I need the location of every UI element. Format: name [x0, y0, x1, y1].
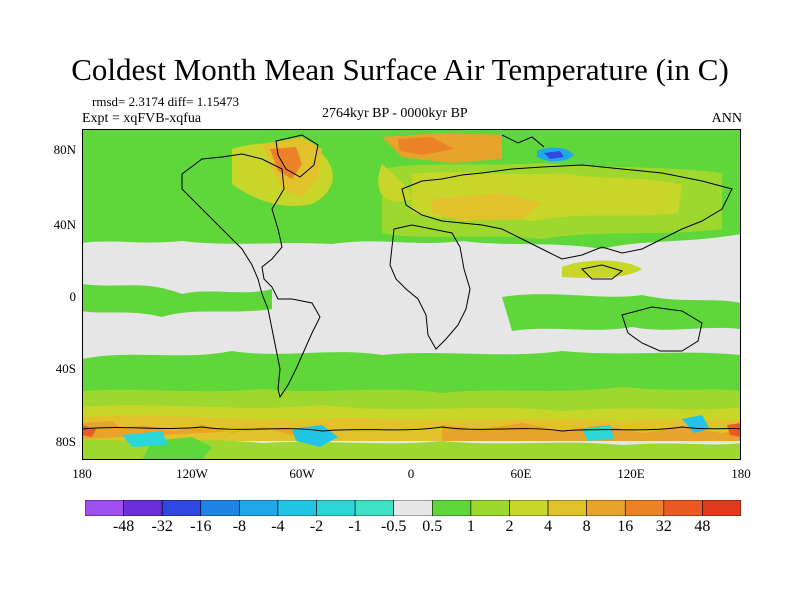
colorbar-tick-label: 1 — [466, 518, 475, 535]
colorbar-tick-label: -2 — [309, 518, 324, 535]
lon-label-0: 0 — [407, 466, 415, 481]
colorbar-tick-label: -32 — [151, 518, 173, 535]
map-region-cold-spot-east-antarctica — [582, 425, 614, 441]
greenland-coastline — [275, 134, 319, 178]
colorbar-swatch — [277, 500, 317, 516]
colorbar-swatch — [316, 500, 356, 516]
colorbar-tick-label: 32 — [655, 518, 672, 535]
lon-label-60w: 60W — [289, 466, 315, 481]
colorbar-tick-label: 8 — [582, 518, 591, 535]
indonesia-coastline — [580, 264, 624, 280]
lat-label-40n: 40N — [53, 217, 76, 232]
map-frame — [82, 129, 741, 460]
lon-label-180e: 180 — [731, 466, 751, 481]
period-label: 2764kyr BP - 0000kyr BP — [322, 106, 468, 121]
colorbar-swatch — [663, 500, 703, 516]
eurasia-coastline — [401, 164, 733, 260]
plot-title: Coldest Month Mean Surface Air Temperatu… — [71, 52, 729, 87]
map-region-antarctica-interior — [82, 439, 741, 460]
colorbar-swatch — [470, 500, 510, 516]
colorbar-swatch — [624, 500, 665, 516]
colorbar-swatch — [123, 500, 163, 516]
coastlines — [82, 134, 741, 432]
colorbar-swatch — [393, 500, 433, 516]
colorbar-swatch — [161, 500, 202, 516]
colorbar-swatch — [239, 500, 279, 516]
colorbar-tick-label: -1 — [348, 518, 362, 535]
colorbar — [85, 500, 741, 516]
map-region-cold-spot-amundsen — [122, 431, 168, 447]
americas-coastline — [181, 153, 321, 399]
antarctica-coastline — [82, 426, 741, 432]
experiment-label: Expt = xqFVB-xqfua — [82, 111, 202, 126]
australia-coastline — [621, 306, 703, 352]
colorbar-tick-label: 48 — [694, 518, 711, 535]
map-region-arctic-darkorange — [398, 137, 454, 155]
africa-coastline — [389, 224, 471, 350]
colorbar-swatch — [200, 500, 240, 516]
colorbar-tick-label: 4 — [544, 518, 553, 535]
map-region-cold-spot-arctic-core — [544, 151, 564, 159]
colorbar-swatch — [586, 500, 626, 516]
rmsd-diff-stats: rmsd= 2.3174 diff= 1.15473 — [92, 94, 239, 109]
lon-label-120w: 120W — [176, 466, 208, 481]
colorbar-tick-label: -16 — [190, 518, 212, 535]
lat-label-80n: 80N — [53, 142, 76, 157]
lat-label-40s: 40S — [55, 361, 76, 376]
lon-label-120e: 120E — [617, 466, 645, 481]
colorbar-swatch — [702, 500, 741, 516]
lat-label-0: 0 — [69, 289, 77, 304]
map-region-maritime-yellow — [562, 260, 642, 279]
colorbar-swatch — [509, 500, 549, 516]
colorbar-swatch — [354, 500, 395, 516]
lat-label-80s: 80S — [55, 434, 76, 449]
colorbar-swatch — [85, 500, 124, 516]
colorbar-swatch — [431, 500, 472, 516]
svalbard-coastline — [501, 134, 545, 148]
colorbar-tick-label: 0.5 — [422, 518, 443, 535]
temperature-anomaly-map — [82, 129, 741, 460]
map-region-antarctic-red-east — [727, 423, 741, 437]
colorbar-tick-label: 16 — [617, 518, 634, 535]
map-region-tropical-pacific-green — [82, 284, 272, 317]
colorbar-tick-label: -4 — [271, 518, 285, 535]
map-region-africa-north-gold — [432, 193, 542, 221]
map-region-indian-green — [502, 294, 741, 331]
colorbar-swatch — [547, 500, 587, 516]
lon-label-60e: 60E — [510, 466, 532, 481]
season-label: ANN — [711, 111, 742, 126]
map-region-atlantic-yellow — [378, 164, 412, 202]
colorbar-tick-label: -8 — [232, 518, 247, 535]
colorbar-tick-label: -0.5 — [381, 518, 407, 535]
lon-label-180w: 180 — [72, 466, 92, 481]
colorbar-tick-label: 2 — [505, 518, 514, 535]
colorbar-tick-label: -48 — [112, 518, 135, 535]
